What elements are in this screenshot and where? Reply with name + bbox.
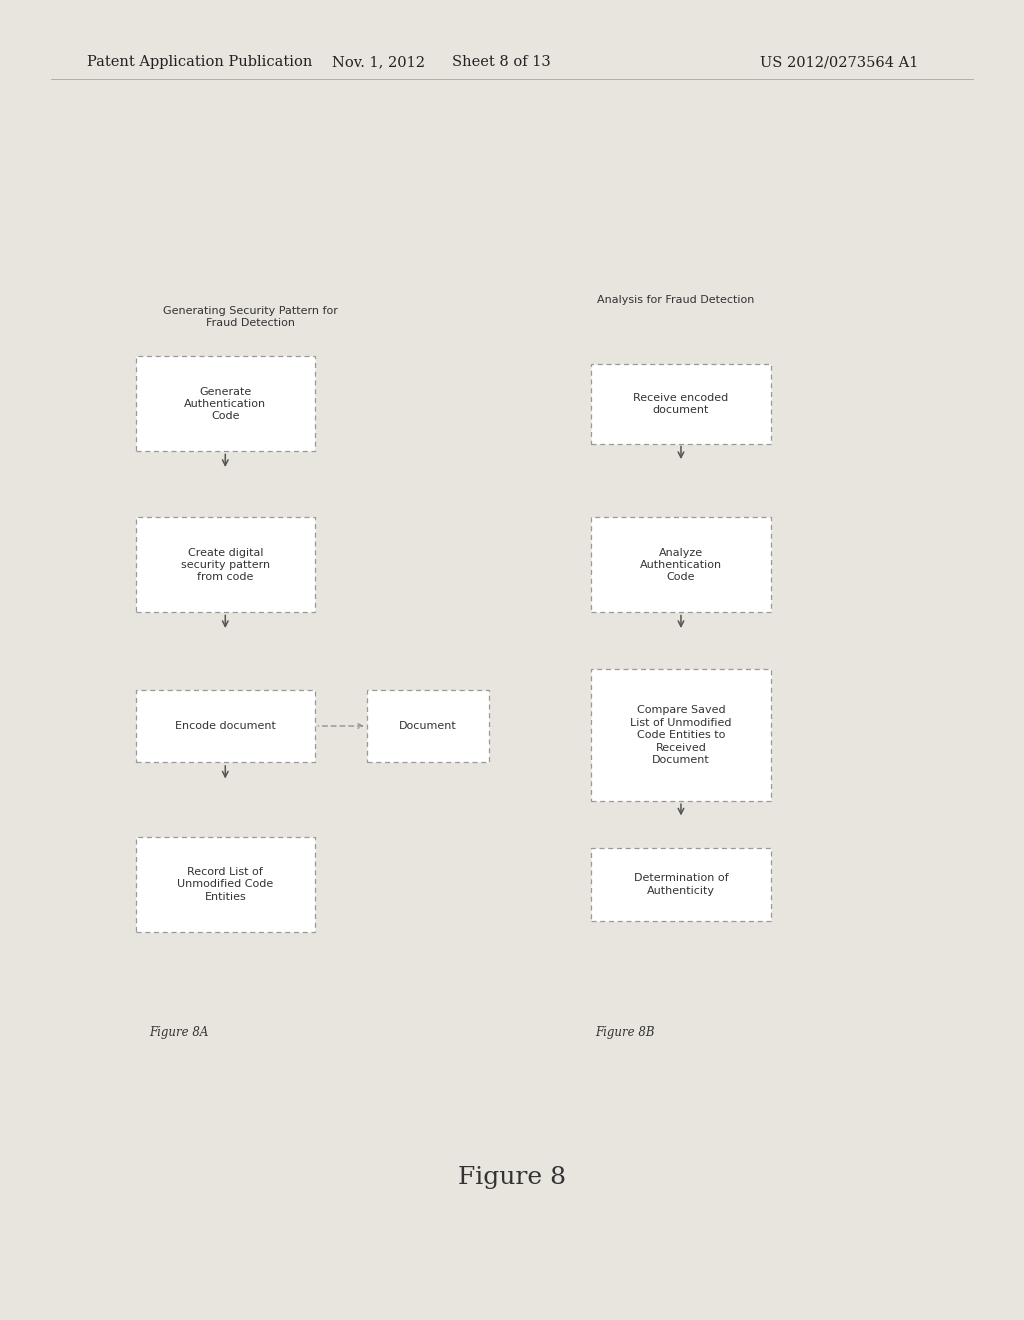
Text: Create digital
security pattern
from code: Create digital security pattern from cod… [180,548,270,582]
Text: Figure 8: Figure 8 [458,1166,566,1189]
Text: Figure 8A: Figure 8A [150,1026,209,1039]
FancyBboxPatch shape [135,689,315,763]
Text: Receive encoded
document: Receive encoded document [633,393,729,414]
FancyBboxPatch shape [135,837,315,932]
Text: US 2012/0273564 A1: US 2012/0273564 A1 [761,55,919,69]
FancyBboxPatch shape [592,364,770,444]
Text: Figure 8B: Figure 8B [595,1026,654,1039]
Text: Record List of
Unmodified Code
Entities: Record List of Unmodified Code Entities [177,867,273,902]
Text: Generating Security Pattern for
Fraud Detection: Generating Security Pattern for Fraud De… [164,306,338,327]
FancyBboxPatch shape [592,669,770,801]
Text: Compare Saved
List of Unmodified
Code Entities to
Received
Document: Compare Saved List of Unmodified Code En… [630,705,732,766]
Text: Sheet 8 of 13: Sheet 8 of 13 [453,55,551,69]
FancyBboxPatch shape [367,689,489,763]
FancyBboxPatch shape [592,517,770,612]
Text: Analyze
Authentication
Code: Analyze Authentication Code [640,548,722,582]
FancyBboxPatch shape [135,517,315,612]
Text: Nov. 1, 2012: Nov. 1, 2012 [333,55,425,69]
Text: Document: Document [399,721,457,731]
Text: Analysis for Fraud Detection: Analysis for Fraud Detection [597,294,755,305]
Text: Encode document: Encode document [175,721,275,731]
Text: Determination of
Authenticity: Determination of Authenticity [634,874,728,895]
Text: Generate
Authentication
Code: Generate Authentication Code [184,387,266,421]
FancyBboxPatch shape [592,849,770,921]
Text: Patent Application Publication: Patent Application Publication [87,55,312,69]
FancyBboxPatch shape [135,356,315,451]
